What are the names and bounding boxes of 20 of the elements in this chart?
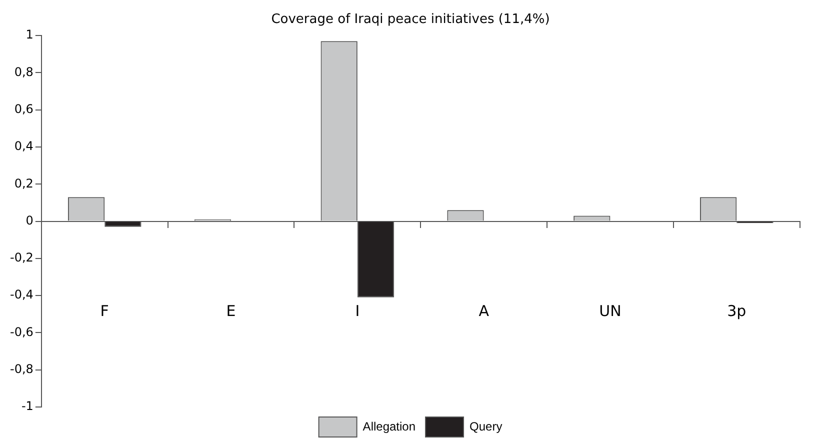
x-tick-label: UN [599,302,622,320]
y-tick-label: 0,8 [14,64,34,79]
x-tick-label: F [100,302,109,320]
y-tick-label: -0,8 [10,362,34,376]
legend-label: Query [470,419,502,434]
y-tick-label: -0,6 [10,324,34,339]
y-tick-label: 0,4 [14,139,34,154]
y-tick-label: -0,2 [10,250,34,265]
chart-title: Coverage of Iraqi peace initiatives (11,4%) [271,12,550,28]
y-tick-label: -0,4 [10,288,34,302]
x-tick-label: 3p [727,302,746,320]
y-tick-label: -1 [21,399,34,414]
y-tick-label: 0,6 [14,102,34,116]
x-tick-label: E [226,302,236,320]
x-tick-label: I [355,302,360,320]
y-tick-label: 0 [26,213,34,228]
legend-label: Allegation [362,419,416,434]
y-tick-label: 0,2 [14,176,34,190]
y-tick-label: 1 [26,28,34,42]
x-tick-label: A [478,302,490,320]
